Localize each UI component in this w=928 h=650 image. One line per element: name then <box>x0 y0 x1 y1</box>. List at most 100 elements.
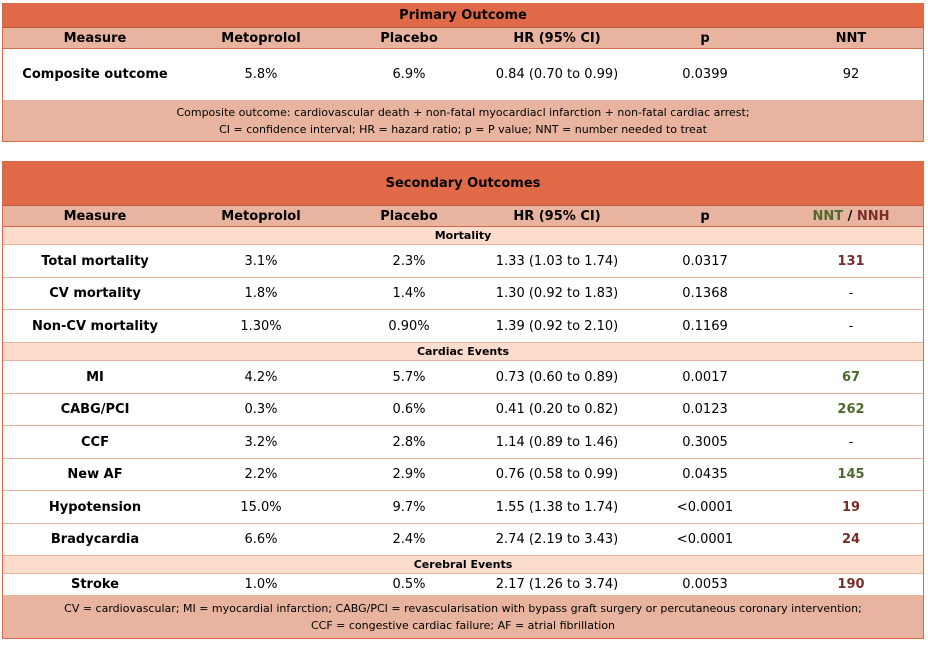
hr-cell: 0.41 (0.20 to 0.82) <box>495 402 619 417</box>
col-header-metoprolol: Metoprolol <box>221 208 301 224</box>
footnote-line: Composite outcome: cardiovascular death … <box>176 106 750 119</box>
na-cell: - <box>848 286 854 301</box>
table-row: Stroke 1.0% 0.5% 2.17 (1.26 to 3.74) 0.0053 1… <box>3 574 923 596</box>
placebo-cell: 2.9% <box>392 467 426 482</box>
nnt-cell: 262 <box>837 402 865 417</box>
primary-title: Primary Outcome <box>3 4 923 28</box>
measure-cell: Non-CV mortality <box>31 318 159 334</box>
metoprolol-cell: 1.0% <box>244 577 278 592</box>
group-row: Mortality <box>3 227 923 245</box>
col-header-nnt: NNT <box>835 30 867 46</box>
col-header-p: p <box>700 208 710 224</box>
metoprolol-cell: 4.2% <box>244 369 278 385</box>
secondary-footnote: CV = cardiovascular; MI = myocardial inf… <box>3 596 923 638</box>
primary-header-row: Measure Metoprolol Placebo HR (95% CI) p… <box>3 28 923 49</box>
p-cell: <0.0001 <box>676 499 734 515</box>
na-cell: - <box>848 434 854 450</box>
p-cell: 0.0435 <box>682 467 728 482</box>
p-cell: <0.0001 <box>676 532 734 547</box>
hr-cell: 1.30 (0.92 to 1.83) <box>495 286 619 301</box>
table-row: MI 4.2% 5.7% 0.73 (0.60 to 0.89) 0.0017 67 <box>3 361 923 394</box>
nnt-cell: 67 <box>841 369 861 385</box>
metoprolol-cell: 0.3% <box>244 402 278 417</box>
measure-cell: CV mortality <box>49 286 141 301</box>
placebo-cell: 2.8% <box>392 434 426 450</box>
metoprolol-cell: 15.0% <box>240 499 282 515</box>
hr-cell: 1.39 (0.92 to 2.10) <box>495 318 619 334</box>
placebo-cell: 0.5% <box>392 577 426 592</box>
table-row: Hypotension 15.0% 9.7% 1.55 (1.38 to 1.74) <… <box>3 491 923 524</box>
metoprolol-cell: 3.2% <box>244 434 278 450</box>
hr-cell: 0.84 (0.70 to 0.99) <box>495 67 619 82</box>
measure-cell: Total mortality <box>41 253 149 269</box>
secondary-outcomes-table: Secondary Outcomes Measure Metoprolol Pl… <box>2 161 924 639</box>
group-label: Mortality <box>434 229 492 242</box>
p-cell: 0.1368 <box>682 286 728 301</box>
p-cell: 0.3005 <box>682 434 728 450</box>
hr-cell: 1.14 (0.89 to 1.46) <box>495 434 619 450</box>
measure-cell: CABG/PCI <box>60 402 130 417</box>
measure-cell: MI <box>86 369 104 385</box>
col-header-nnt-nnh: NNT / NNH <box>779 209 923 224</box>
table-row: CABG/PCI 0.3% 0.6% 0.41 (0.20 to 0.82) 0.012… <box>3 394 923 426</box>
secondary-header-row: Measure Metoprolol Placebo HR (95% CI) p… <box>3 206 923 227</box>
primary-footnote: Composite outcome: cardiovascular death … <box>3 101 923 141</box>
measure-cell: Bradycardia <box>50 532 140 547</box>
hr-cell: 1.33 (1.03 to 1.74) <box>495 253 619 269</box>
table-row: Composite outcome 5.8% 6.9% 0.84 (0.70 t… <box>3 49 923 101</box>
col-header-p: p <box>700 30 710 46</box>
p-cell: 0.0053 <box>682 577 728 592</box>
placebo-cell: 0.6% <box>392 402 426 417</box>
placebo-cell: 2.3% <box>392 253 426 269</box>
table-row: New AF 2.2% 2.9% 0.76 (0.58 to 0.99) 0.0435 1… <box>3 459 923 491</box>
metoprolol-cell: 5.8% <box>244 67 278 82</box>
col-header-hr: HR (95% CI) <box>513 208 601 224</box>
measure-cell: CCF <box>81 434 109 450</box>
nnh-cell: 190 <box>837 577 865 592</box>
hr-cell: 2.74 (2.19 to 3.43) <box>495 532 619 547</box>
table-row: CV mortality 1.8% 1.4% 1.30 (0.92 to 1.83) 0… <box>3 278 923 310</box>
metoprolol-cell: 1.8% <box>244 286 278 301</box>
placebo-cell: 1.4% <box>392 286 426 301</box>
table-row: Total mortality 3.1% 2.3% 1.33 (1.03 to 1.7… <box>3 245 923 278</box>
nnt-cell: 145 <box>837 467 865 482</box>
metoprolol-cell: 2.2% <box>244 467 278 482</box>
hr-cell: 1.55 (1.38 to 1.74) <box>495 499 619 515</box>
group-label: Cardiac Events <box>416 345 510 358</box>
placebo-cell: 5.7% <box>392 369 426 385</box>
nnh-cell: 19 <box>841 499 861 515</box>
metoprolol-cell: 6.6% <box>244 532 278 547</box>
measure-cell: Composite outcome <box>22 67 168 82</box>
footnote-line: CI = confidence interval; HR = hazard ra… <box>219 123 707 136</box>
primary-title-text: Primary Outcome <box>399 8 527 23</box>
primary-outcome-table: Primary Outcome Measure Metoprolol Place… <box>2 3 924 142</box>
hr-cell: 0.76 (0.58 to 0.99) <box>495 467 619 482</box>
col-header-placebo: Placebo <box>380 208 438 224</box>
nnh-cell: 24 <box>841 532 861 547</box>
measure-cell: New AF <box>67 467 123 482</box>
col-header-measure: Measure <box>63 30 127 46</box>
placebo-cell: 9.7% <box>392 499 426 515</box>
secondary-title-text: Secondary Outcomes <box>385 176 541 191</box>
p-cell: 0.0123 <box>682 402 728 417</box>
secondary-body: Mortality Total mortality 3.1% 2.3% 1.33 (1.… <box>3 227 923 596</box>
p-cell: 0.1169 <box>682 318 728 334</box>
group-row: Cerebral Events <box>3 556 923 574</box>
nnh-cell: 131 <box>837 253 865 269</box>
col-header-metoprolol: Metoprolol <box>221 30 301 46</box>
placebo-cell: 6.9% <box>392 67 426 82</box>
col-header-placebo: Placebo <box>380 30 438 46</box>
p-cell: 0.0317 <box>682 253 728 269</box>
table-row: Non-CV mortality 1.30% 0.90% 1.39 (0.92 to … <box>3 310 923 343</box>
nnh-label: NNH <box>856 208 890 224</box>
secondary-title: Secondary Outcomes <box>3 162 923 206</box>
metoprolol-cell: 3.1% <box>244 253 278 269</box>
group-row: Cardiac Events <box>3 343 923 361</box>
placebo-cell: 0.90% <box>388 318 430 334</box>
measure-cell: Hypotension <box>48 499 142 515</box>
col-header-hr: HR (95% CI) <box>513 30 601 46</box>
footnote-line: CCF = congestive cardiac failure; AF = a… <box>310 619 616 632</box>
nnt-label: NNT <box>812 208 844 224</box>
nnt-cell: 92 <box>842 67 860 82</box>
na-cell: - <box>848 318 854 334</box>
